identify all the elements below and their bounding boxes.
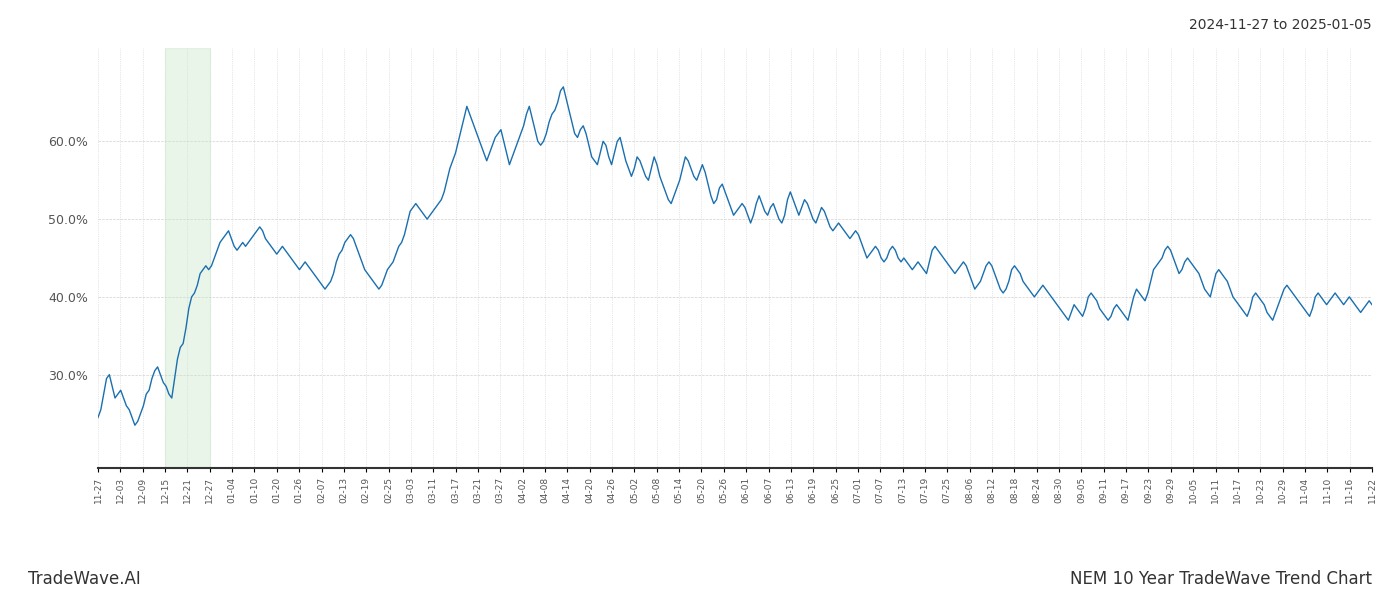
Bar — [165, 48, 210, 468]
Text: TradeWave.AI: TradeWave.AI — [28, 570, 141, 588]
Text: NEM 10 Year TradeWave Trend Chart: NEM 10 Year TradeWave Trend Chart — [1070, 570, 1372, 588]
Text: 2024-11-27 to 2025-01-05: 2024-11-27 to 2025-01-05 — [1190, 18, 1372, 32]
